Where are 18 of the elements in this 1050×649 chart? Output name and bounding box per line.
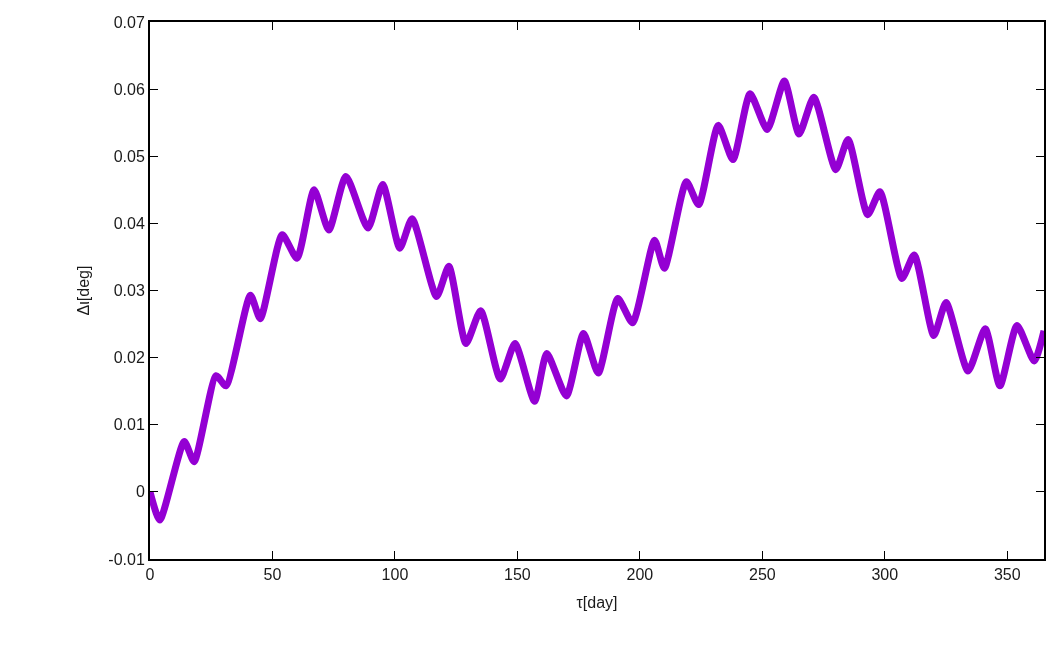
y-axis-title: Δι[deg]	[74, 265, 92, 316]
y-tick-label: -0.01	[108, 550, 145, 568]
x-axis-title: τ[day]	[576, 594, 618, 612]
y-tick-label: 0.04	[113, 214, 145, 232]
y-tick-label: 0.06	[113, 80, 145, 98]
y-tick-label: 0.01	[113, 416, 145, 434]
x-tick-label: 200	[626, 566, 654, 584]
y-tick-label: 0.05	[113, 147, 145, 165]
x-tick-label: 150	[504, 566, 531, 584]
x-tick-label: 100	[381, 566, 409, 584]
x-tick-label: 250	[748, 566, 776, 584]
x-tick-label: 50	[263, 566, 282, 584]
y-tick-label: 0.03	[113, 282, 145, 300]
x-tick-label: 300	[871, 566, 899, 584]
y-tick-label: 0	[135, 483, 145, 501]
y-tick-label: 0.02	[113, 349, 145, 367]
y-tick-label: 0.07	[113, 13, 145, 31]
x-tick-label: 350	[993, 566, 1021, 584]
